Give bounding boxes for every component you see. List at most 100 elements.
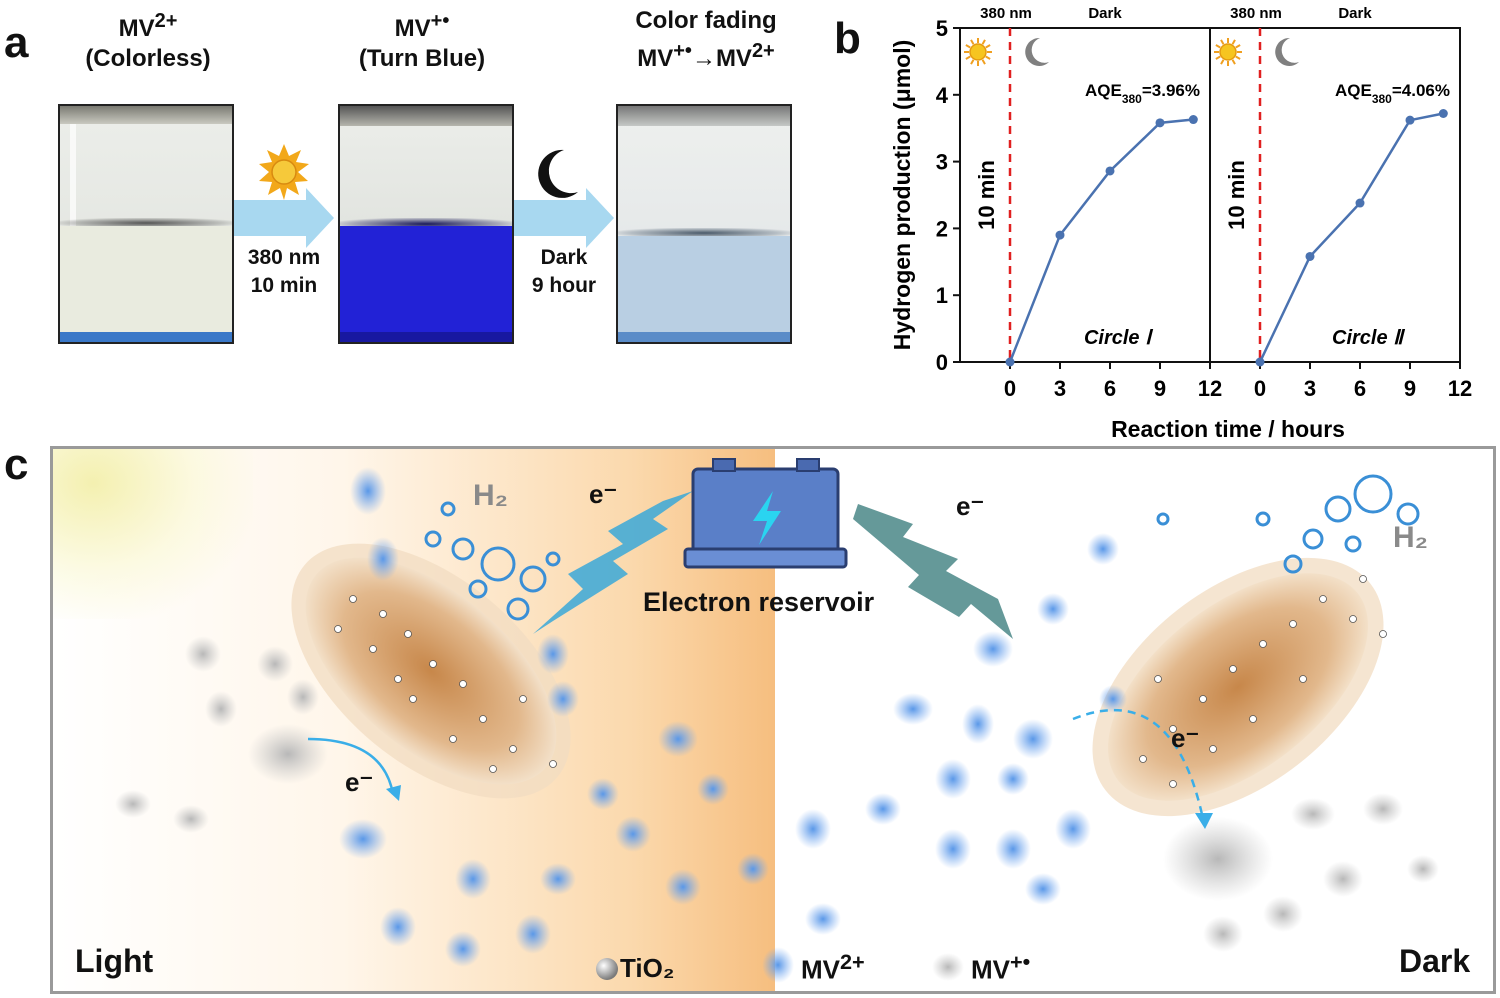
h2-label-right: H₂ (1393, 521, 1428, 554)
tio2-legend-label: TiO₂ (620, 953, 675, 983)
cycle-label: Circle Ⅱ (1332, 327, 1406, 349)
vial3-caption: Color fading MV+•→MV2+ (608, 6, 804, 74)
x-tick-label: 6 (1104, 376, 1116, 401)
sun-ray (965, 44, 971, 49)
light-label: Light (75, 943, 154, 979)
mechanism-art (115, 458, 1439, 983)
vial2-desc: (Turn Blue) (358, 45, 486, 72)
data-point (1355, 198, 1365, 208)
tio2-legend-icon (596, 958, 618, 980)
tio2-dots (334, 575, 1387, 788)
y-tick-label: 2 (936, 216, 948, 241)
moon-icon (1025, 37, 1049, 66)
sun-ray (970, 59, 975, 65)
sun-ray (970, 39, 975, 45)
top-label-dark: Dark (1088, 5, 1122, 22)
sun-ray (981, 59, 986, 65)
series-line-1 (1008, 118, 1194, 363)
x-tick-label: 0 (1004, 376, 1016, 401)
moon-arrow-group (514, 149, 614, 248)
electron-arrow-left (307, 737, 395, 795)
light-glow (53, 449, 253, 619)
dark-label: Dark (1399, 943, 1471, 979)
vial-blue (338, 104, 514, 344)
sun-ray (1220, 39, 1225, 45)
vial2-state: MV+• (394, 10, 450, 42)
mechanism-illustration: H₂ H₂ e⁻ e⁻ e⁻ e⁻ Electron reservoir Lig… (50, 446, 1496, 994)
x-tick-label: 0 (1254, 376, 1266, 401)
data-point (1405, 115, 1415, 125)
vial1-desc: (Colorless) (85, 45, 211, 72)
electron-arrow-right (1072, 708, 1205, 820)
x-tick-label: 9 (1154, 376, 1166, 401)
vial1-caption: MV2+ (Colorless) (58, 6, 238, 74)
tio2-rod-left (291, 543, 571, 799)
dark-step-line2: 9 hour (531, 274, 597, 297)
sun-ray (1215, 55, 1221, 60)
aqe-label: AQE380=3.96% (1085, 81, 1200, 106)
data-point (1055, 230, 1065, 240)
light-step-line1: 380 nm (247, 246, 321, 269)
cycle-label: Circle Ⅰ (1084, 327, 1154, 349)
vial1-state: MV2+ (118, 10, 178, 42)
duration-label: 10 min (1224, 160, 1249, 230)
data-point (1005, 357, 1015, 367)
electron-label-right: e⁻ (1171, 723, 1200, 753)
panel-c-letter: c (4, 440, 29, 489)
vial3-state: MV+•→MV2+ (637, 40, 775, 72)
sun-ray (1231, 59, 1236, 65)
top-label-light: 380 nm (1230, 5, 1282, 22)
sun-ray (981, 39, 986, 45)
electron-bolt-right (853, 504, 1013, 639)
vial-faded (616, 104, 792, 344)
reservoir-label: Electron reservoir (643, 587, 875, 617)
sun-arrow-group (234, 144, 334, 248)
data-point (1188, 115, 1198, 125)
x-tick-label: 3 (1054, 376, 1066, 401)
light-step-line2: 10 min (250, 274, 318, 297)
sun-ray (1231, 39, 1236, 45)
chart-xlabel: Reaction time / hours (1111, 416, 1345, 442)
plot-frame-2 (1209, 27, 1461, 363)
x-tick-label: 12 (1448, 376, 1472, 401)
sun-ray (1235, 44, 1241, 49)
electron-label-mid: e⁻ (956, 491, 985, 521)
dark-step-text: Dark 9 hour (512, 244, 616, 300)
data-point (1438, 109, 1448, 119)
panel-a-letter: a (4, 18, 29, 67)
y-tick-label: 4 (936, 83, 949, 108)
faded-liquid (618, 236, 790, 342)
sun-icon (969, 43, 987, 61)
h2-label-left: H₂ (473, 479, 508, 512)
aqe-label: AQE380=4.06% (1335, 81, 1450, 106)
sun-icon (259, 144, 309, 200)
x-tick-label: 3 (1304, 376, 1316, 401)
y-tick-label: 1 (936, 283, 948, 308)
dark-step-arrow (514, 188, 614, 248)
y-tick-label: 0 (936, 350, 948, 375)
vial3-title: Color fading (635, 7, 777, 34)
mv1-legend-label: MV+• (971, 949, 1031, 985)
colorless-liquid (60, 226, 232, 342)
moon-icon (538, 149, 578, 198)
battery-icon (683, 458, 848, 569)
y-tick-label: 5 (936, 16, 948, 41)
x-tick-label: 9 (1404, 376, 1416, 401)
mv1-legend-icon (932, 953, 964, 981)
data-point (1105, 166, 1115, 176)
electron-label-left: e⁻ (589, 479, 618, 509)
blue-liquid (340, 226, 512, 342)
vial-colorless (58, 104, 234, 344)
sun-ray (965, 55, 971, 60)
duration-label: 10 min (974, 160, 999, 230)
chart-ylabel: Hydrogen production (μmol) (889, 40, 915, 351)
sun-ray (985, 55, 991, 60)
sun-ray (1235, 55, 1241, 60)
top-label-dark: Dark (1338, 5, 1372, 22)
sun-ray (1220, 59, 1225, 65)
data-point (1255, 357, 1265, 367)
moon-icon (1275, 37, 1299, 66)
sun-icon (1219, 43, 1237, 61)
